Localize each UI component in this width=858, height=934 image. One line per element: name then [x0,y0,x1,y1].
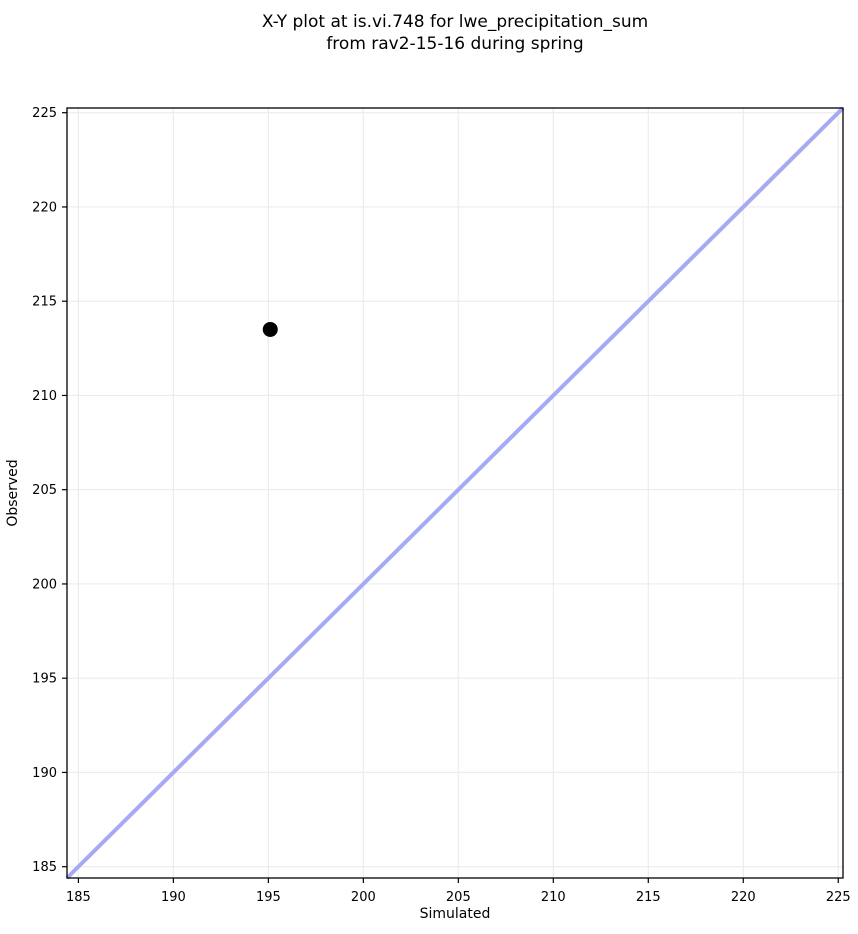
data-point [262,321,278,337]
x-tick-label: 215 [636,890,661,905]
y-tick-label: 190 [32,766,57,781]
chart-title: X-Y plot at is.vi.748 for lwe_precipitat… [67,11,843,55]
y-tick-label: 185 [32,860,57,875]
x-axis-label: Simulated [420,906,491,922]
y-tick-label: 205 [32,483,57,498]
identity-line [65,106,845,880]
x-tick-label: 205 [446,890,471,905]
y-tick-label: 200 [32,577,57,592]
y-tick-label: 210 [32,389,57,404]
x-tick-label: 185 [66,890,91,905]
y-tick-label: 220 [32,200,57,215]
x-tick-label: 225 [826,890,851,905]
chart-title-line2: from rav2-15-16 during spring [326,34,584,54]
y-tick-label: 215 [32,295,57,310]
x-tick-label: 195 [256,890,281,905]
x-tick-label: 200 [351,890,376,905]
x-tick-label: 210 [541,890,566,905]
y-tick-label: 195 [32,672,57,687]
y-axis-label: Observed [5,459,21,526]
chart-title-line1: X-Y plot at is.vi.748 for lwe_precipitat… [261,12,649,32]
x-tick-label: 220 [731,890,756,905]
x-tick-label: 190 [161,890,186,905]
axes-spines [66,107,844,879]
y-tick-label: 225 [32,106,57,121]
